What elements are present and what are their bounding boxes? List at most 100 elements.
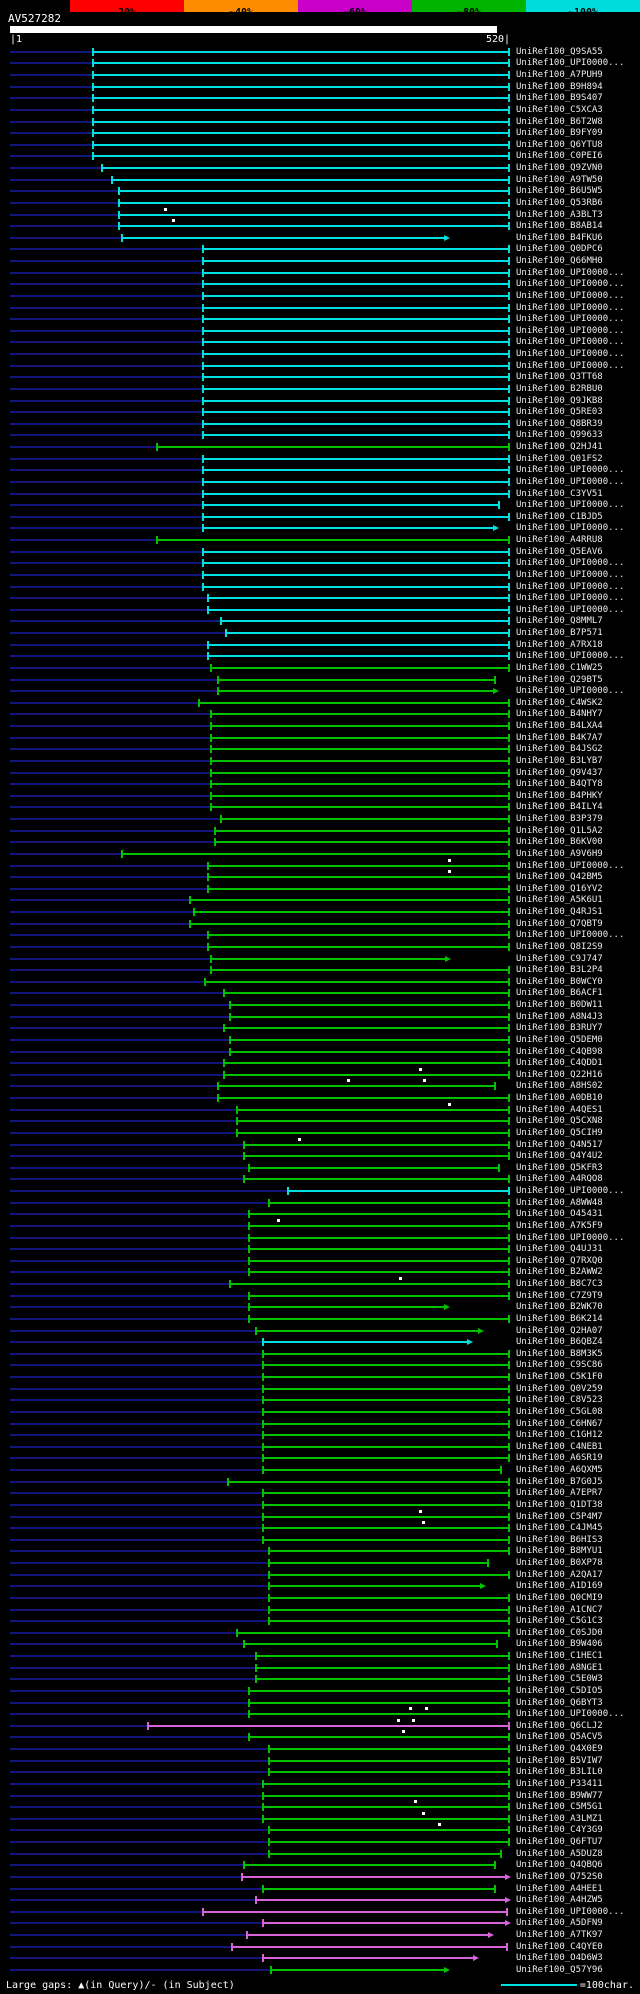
hsp-bar[interactable] [91,71,510,80]
subject-id-link[interactable]: UniRef100_Q0V259 [516,1383,603,1394]
hsp-bar[interactable] [207,884,510,893]
hsp-bar[interactable] [202,1907,509,1916]
hsp-bar[interactable] [110,175,510,184]
hsp-bar[interactable] [261,1500,510,1509]
subject-id-link[interactable]: UniRef100_A0DB10 [516,1093,603,1104]
subject-id-link[interactable]: UniRef100_Q3TT68 [516,372,603,383]
subject-id-link[interactable]: UniRef100_B4PHKY [516,790,603,801]
hsp-bar[interactable] [267,1559,489,1568]
subject-id-link[interactable]: UniRef100_C5DIO5 [516,1685,603,1696]
subject-id-link[interactable]: UniRef100_Q752S0 [516,1871,603,1882]
hsp-bar[interactable] [267,1593,510,1602]
subject-id-link[interactable]: UniRef100_UPI0000... [516,558,625,569]
hsp-bar[interactable] [231,1942,509,1951]
subject-id-link[interactable]: UniRef100_B6K214 [516,1313,603,1324]
subject-id-link[interactable]: UniRef100_C4WSK2 [516,697,603,708]
hsp-bar[interactable] [202,512,510,521]
hsp-bar[interactable] [235,1628,510,1637]
subject-id-link[interactable]: UniRef100_A8N4J3 [516,1011,603,1022]
hsp-bar[interactable] [261,1373,510,1382]
subject-id-link[interactable]: UniRef100_Q2HA07 [516,1325,603,1336]
subject-id-link[interactable]: UniRef100_C7Z9T9 [516,1290,603,1301]
hsp-bar[interactable] [202,396,510,405]
subject-id-link[interactable]: UniRef100_B8C7C3 [516,1279,603,1290]
hsp-bar[interactable] [261,1814,510,1823]
hsp-bar[interactable] [261,1791,510,1800]
hsp-bar[interactable] [286,1187,510,1196]
hsp-bar[interactable] [202,373,510,382]
hsp-bar[interactable] [202,350,510,359]
hsp-bar[interactable] [248,1710,510,1719]
hsp-bar[interactable] [210,745,510,754]
hsp-bar[interactable] [202,257,510,266]
hsp-bar[interactable] [91,105,510,114]
subject-id-link[interactable]: UniRef100_Q42BM5 [516,872,603,883]
hsp-bar[interactable] [207,942,510,951]
hsp-bar[interactable] [267,1605,510,1614]
hsp-bar[interactable] [242,1152,510,1161]
subject-id-link[interactable]: UniRef100_B8M3K5 [516,1348,603,1359]
hsp-bar[interactable] [210,768,510,777]
subject-id-link[interactable]: UniRef100_C0PEI6 [516,151,603,162]
hsp-bar[interactable] [210,710,510,719]
hsp-bar[interactable] [223,1024,510,1033]
subject-id-link[interactable]: UniRef100_A4RRU8 [516,535,603,546]
subject-id-link[interactable]: UniRef100_Q2HJ41 [516,442,603,453]
subject-id-link[interactable]: UniRef100_Q5CIH9 [516,1127,603,1138]
subject-id-link[interactable]: UniRef100_Q4X0E9 [516,1744,603,1755]
hsp-bar[interactable] [156,536,510,545]
hsp-bar[interactable] [269,1965,451,1974]
hsp-bar[interactable] [213,826,510,835]
hsp-bar[interactable] [267,1570,510,1579]
hsp-bar[interactable] [261,1419,510,1428]
hsp-bar[interactable] [248,1233,510,1242]
hsp-bar[interactable] [202,384,510,393]
hsp-bar[interactable] [202,315,510,324]
subject-id-link[interactable]: UniRef100_A7PUH9 [516,70,603,81]
hsp-bar[interactable] [91,94,510,103]
hsp-bar[interactable] [210,733,510,742]
subject-id-link[interactable]: UniRef100_B6T2W8 [516,116,603,127]
subject-id-link[interactable]: UniRef100_Q5DEM0 [516,1034,603,1045]
subject-id-link[interactable]: UniRef100_Q5KFR3 [516,1162,603,1173]
subject-id-link[interactable]: UniRef100_A7EPR7 [516,1488,603,1499]
subject-id-link[interactable]: UniRef100_A5K6U1 [516,895,603,906]
subject-id-link[interactable]: UniRef100_A9TW50 [516,174,603,185]
subject-id-link[interactable]: UniRef100_UPI0000... [516,465,625,476]
hsp-bar[interactable] [261,1338,473,1347]
subject-id-link[interactable]: UniRef100_A4QES1 [516,1104,603,1115]
hsp-bar[interactable] [210,663,510,672]
hsp-bar[interactable] [198,698,510,707]
subject-id-link[interactable]: UniRef100_A6SR19 [516,1453,603,1464]
subject-id-link[interactable]: UniRef100_C1BJD5 [516,511,603,522]
subject-id-link[interactable]: UniRef100_A7TK97 [516,1930,603,1941]
subject-id-link[interactable]: UniRef100_B9S407 [516,93,603,104]
hsp-bar[interactable] [202,466,510,475]
hsp-bar[interactable] [255,1326,485,1335]
hsp-bar[interactable] [255,1675,510,1684]
subject-id-link[interactable]: UniRef100_Q5RE03 [516,407,603,418]
subject-id-link[interactable]: UniRef100_Q6FTU7 [516,1837,603,1848]
hsp-bar[interactable] [91,152,510,161]
subject-id-link[interactable]: UniRef100_A4RQO8 [516,1174,603,1185]
subject-id-link[interactable]: UniRef100_Q5CXN8 [516,1116,603,1127]
subject-id-link[interactable]: UniRef100_Q8I2S9 [516,941,603,952]
hsp-bar[interactable] [261,1489,510,1498]
hsp-bar[interactable] [261,1803,510,1812]
subject-id-link[interactable]: UniRef100_UPI0000... [516,604,625,615]
subject-id-link[interactable]: UniRef100_B6HIS3 [516,1534,603,1545]
hsp-bar[interactable] [225,629,510,638]
subject-id-link[interactable]: UniRef100_O4D6W3 [516,1953,603,1964]
hsp-bar[interactable] [117,187,510,196]
subject-id-link[interactable]: UniRef100_Q01FS2 [516,453,603,464]
subject-id-link[interactable]: UniRef100_UPI0000... [516,860,625,871]
hsp-bar[interactable] [202,454,510,463]
subject-id-link[interactable]: UniRef100_C5GL08 [516,1406,603,1417]
subject-id-link[interactable]: UniRef100_C5G1C3 [516,1616,603,1627]
hsp-bar[interactable] [207,652,510,661]
hsp-bar[interactable] [216,1082,496,1091]
subject-id-link[interactable]: UniRef100_C9J747 [516,953,603,964]
hsp-bar[interactable] [120,233,451,242]
hsp-bar[interactable] [202,524,499,533]
hsp-bar[interactable] [261,1884,496,1893]
